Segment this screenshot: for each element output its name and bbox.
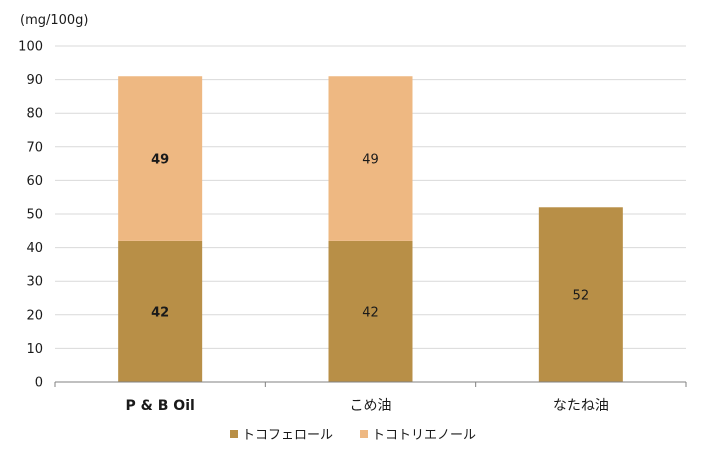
x-tick-label: なたね油: [553, 398, 609, 414]
x-tick-label: こめ油: [350, 398, 392, 414]
bar-segment: [118, 240, 203, 382]
data-label: 42: [362, 305, 379, 320]
y-tick-label: 40: [26, 241, 43, 256]
bar-segment: [538, 207, 623, 382]
y-tick-label: 20: [26, 308, 43, 323]
x-tick-label: P & B Oil: [126, 398, 195, 414]
y-tick-label: 80: [26, 107, 43, 122]
bar-segment: [328, 240, 413, 382]
legend-swatch: [360, 430, 368, 438]
x-axis: [54, 381, 687, 387]
legend: トコフェロール トコトリエノール: [230, 428, 476, 443]
y-tick-label: 10: [26, 342, 43, 357]
data-label: 42: [151, 305, 169, 320]
y-axis-unit-label: (mg/100g): [20, 13, 89, 28]
legend-swatch: [230, 430, 238, 438]
data-label: 49: [362, 153, 379, 168]
legend-label: トコトリエノール: [372, 428, 476, 443]
data-label: 49: [151, 153, 169, 168]
legend-label: トコフェロール: [242, 428, 333, 443]
bar-segment: [118, 76, 203, 241]
x-axis-ticks: P & B Oil こめ油 なたね油: [126, 398, 609, 414]
y-tick-label: 60: [26, 174, 43, 189]
y-axis-ticks: 0 10 20 30 40 50 60 70 80 90 100: [18, 40, 43, 391]
y-tick-label: 50: [26, 208, 43, 223]
y-tick-label: 0: [35, 376, 43, 391]
bars: 42 49 42 49 52: [118, 76, 623, 382]
y-tick-label: 30: [26, 275, 43, 290]
y-tick-label: 100: [18, 40, 43, 55]
y-tick-label: 90: [26, 73, 43, 88]
bar-segment: [328, 76, 413, 241]
y-tick-label: 70: [26, 140, 43, 155]
data-label: 52: [573, 289, 590, 304]
